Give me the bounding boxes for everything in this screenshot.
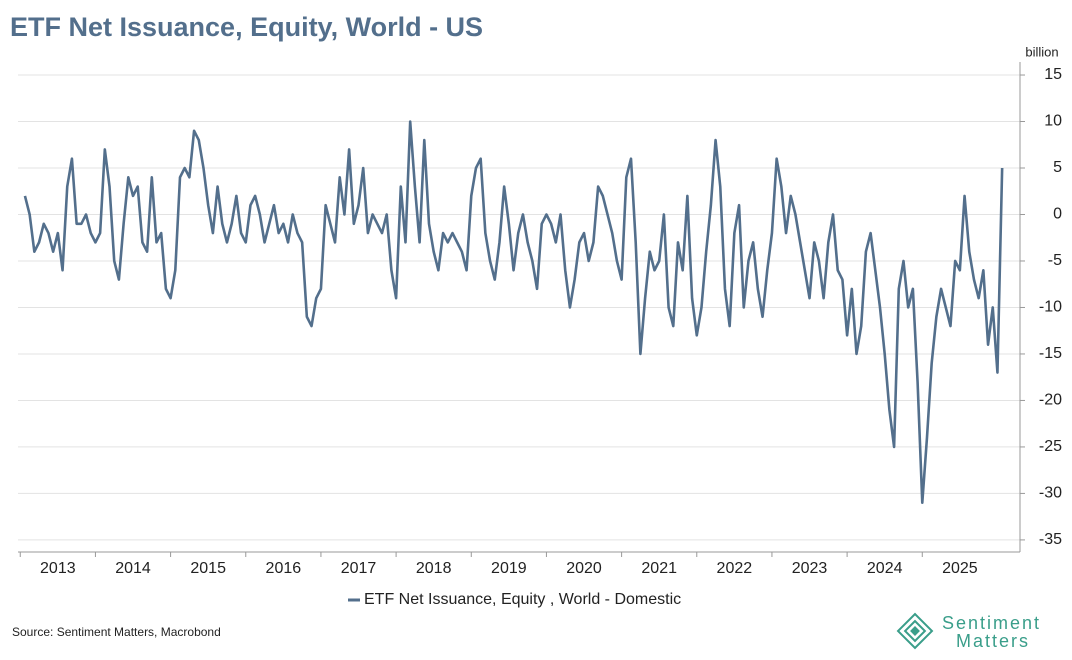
y-axis-label: billion <box>1025 44 1058 59</box>
x-tick-label: 2018 <box>416 560 452 577</box>
x-tick-label: 2022 <box>717 560 753 577</box>
y-tick-label: 10 <box>1044 113 1062 130</box>
x-tick-label: 2025 <box>942 560 978 577</box>
x-tick-label: 2016 <box>266 560 302 577</box>
x-tick-label: 2021 <box>641 560 677 577</box>
x-tick-label: 2019 <box>491 560 527 577</box>
x-tick-label: 2024 <box>867 560 903 577</box>
brand-line: Matters <box>956 631 1030 651</box>
x-tick-label: 2015 <box>190 560 226 577</box>
brand-line: Sentiment <box>942 613 1041 633</box>
source: Source: Sentiment Matters, Macrobond <box>12 625 221 639</box>
y-tick-label: -20 <box>1039 392 1062 409</box>
y-tick-label: -5 <box>1048 252 1062 269</box>
y-tick-label: 0 <box>1053 206 1062 223</box>
x-tick-label: 2017 <box>341 560 377 577</box>
y-tick-label: -25 <box>1039 438 1062 455</box>
x-tick-label: 2020 <box>566 560 602 577</box>
y-tick-label: 5 <box>1053 159 1062 176</box>
y-tick-label: -10 <box>1039 299 1062 316</box>
y-tick-label: -35 <box>1039 531 1062 548</box>
x-tick-label: 2014 <box>115 560 151 577</box>
y-tick-label: -15 <box>1039 345 1062 362</box>
y-tick-label: -30 <box>1039 485 1062 502</box>
y-tick-label: 15 <box>1044 66 1062 83</box>
logo: Sentiment Matters <box>896 612 1041 651</box>
x-tick-label: 2013 <box>40 560 76 577</box>
series-line <box>23 120 1004 505</box>
legend-label: ETF Net Issuance, Equity , World - Domes… <box>364 591 681 608</box>
chart-title: ETF Net Issuance, Equity, World - US <box>10 12 483 42</box>
x-tick-label: 2023 <box>792 560 828 577</box>
